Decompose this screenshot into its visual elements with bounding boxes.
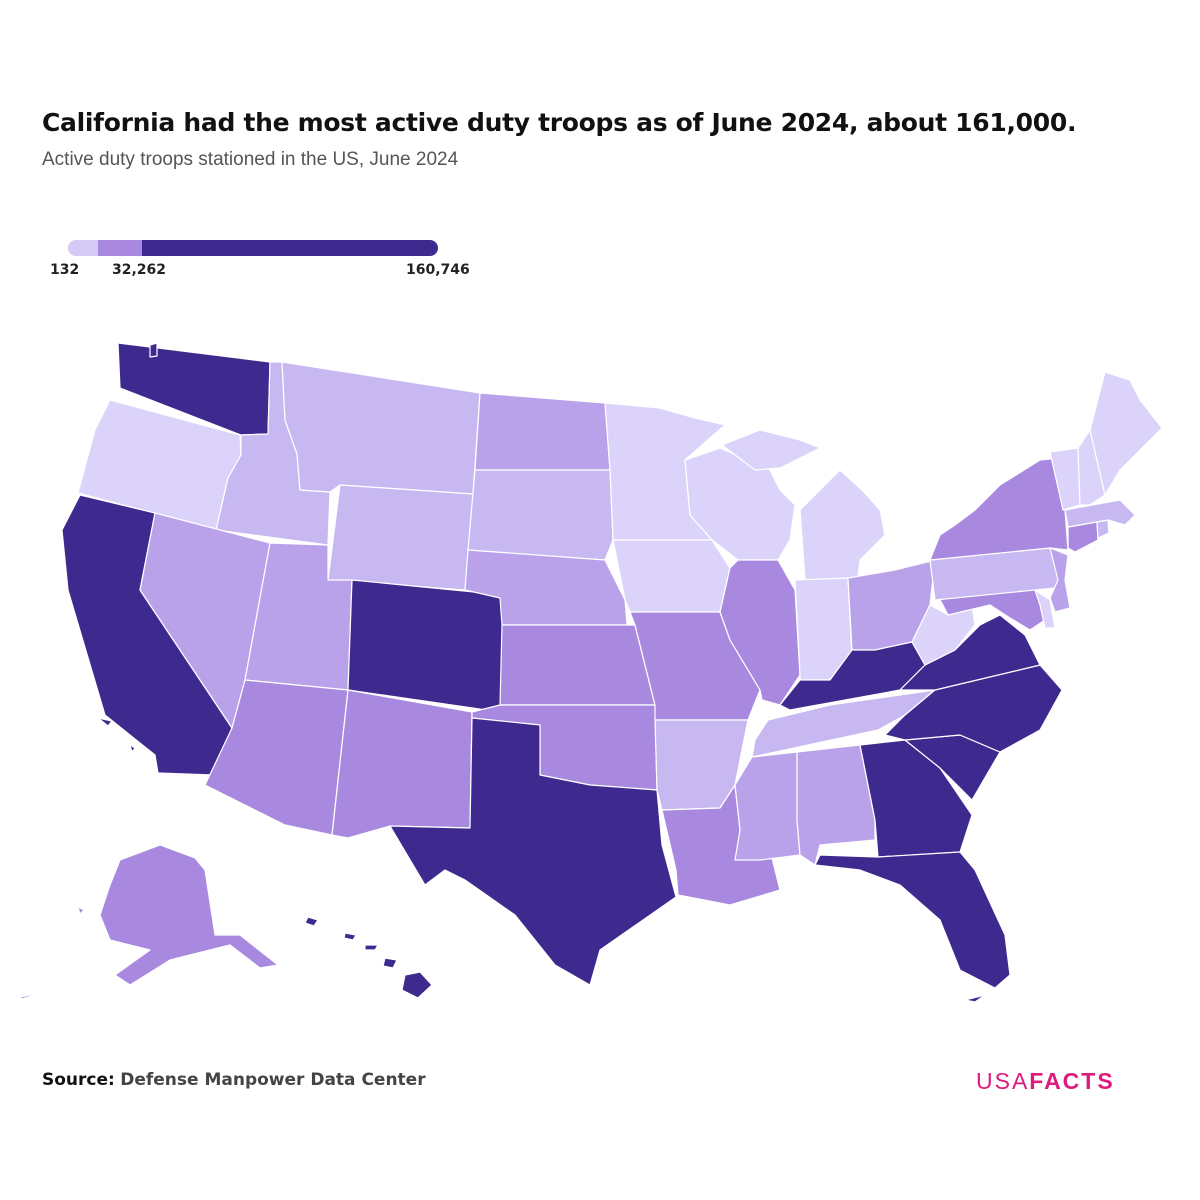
legend-segment-high [142,240,438,256]
state-shape-hi [401,971,433,999]
state-sd [467,469,614,561]
legend-segment-mid [98,240,142,256]
state-shape-wv [911,604,976,666]
usafacts-logo: USAFACTS [976,1068,1115,1095]
state-shape-nj [1049,547,1071,613]
us-state-map [19,342,1163,1003]
state-shape-ny [929,457,1069,561]
state-shape-ia [612,539,731,613]
state-nd [474,392,611,471]
state-shape-sd [467,469,614,561]
state-shape-mt [281,361,481,495]
state-de [1034,589,1056,629]
state-co [347,579,506,713]
state-shape-me [1089,371,1163,496]
state-shape-tx [389,717,677,986]
state-shape-co [347,579,506,713]
state-shape-mi [799,469,886,581]
state-nc [884,664,1063,753]
logo-part-facts: FACTS [1029,1068,1115,1094]
state-shape-nh [1077,429,1106,506]
state-hi [304,916,433,999]
state-shape-ms [734,751,801,861]
state-fl [814,851,1011,1003]
state-shape-ma [1064,499,1136,528]
state-tn [751,689,936,758]
state-ak [19,844,279,1000]
chart-subtitle: Active duty troops stationed in the US, … [42,149,459,170]
state-shape-wy [327,484,474,591]
state-shape-wa [149,342,158,358]
state-shape-il [719,559,801,706]
state-nj [1049,547,1071,613]
source-value: Defense Manpower Data Center [120,1070,426,1090]
state-ks [499,624,656,706]
state-shape-ak [19,991,46,1000]
state-shape-nm [331,689,473,839]
state-shape-nd [474,392,611,471]
legend-max-label: 160,746 [406,262,470,278]
state-ms [734,751,801,861]
state-shape-ca [129,744,136,753]
state-ia [612,539,731,613]
state-nh [1077,429,1106,506]
state-shape-de [1034,589,1056,629]
source-label: Source: [42,1070,115,1090]
color-legend: 132 32,262 160,746 [42,232,502,292]
state-mi [721,429,886,581]
state-wv [911,604,976,666]
state-me [1089,371,1163,496]
state-shape-fl [814,851,1011,989]
state-shape-ca [97,717,113,727]
state-shape-mi [721,429,821,471]
state-ma [1064,499,1136,528]
state-shape-hi [304,916,319,927]
state-shape-hi [343,932,357,941]
state-shape-fl [964,994,986,1003]
chart-title: California had the most active duty troo… [42,108,1077,137]
state-shape-ri [1096,519,1110,539]
state-ny [929,457,1069,561]
state-shape-nc [884,664,1063,753]
state-wy [327,484,474,591]
state-la [661,784,781,906]
state-shape-ak [99,844,279,986]
state-ri [1096,519,1110,539]
state-shape-ks [499,624,656,706]
legend-min-label: 132 [50,262,80,278]
state-il [719,559,801,706]
state-shape-la [661,784,781,906]
state-mt [281,361,481,495]
state-shape-hi [364,944,379,951]
state-nm [331,689,473,839]
logo-part-usa: USA [976,1068,1030,1094]
state-shape-ak [77,906,85,915]
legend-segment-low [68,240,98,256]
legend-mid-label: 32,262 [112,262,167,278]
state-shape-hi [382,957,398,969]
state-shape-tn [751,689,936,758]
state-tx [389,717,677,986]
source-note: Source: Defense Manpower Data Center [42,1070,426,1090]
